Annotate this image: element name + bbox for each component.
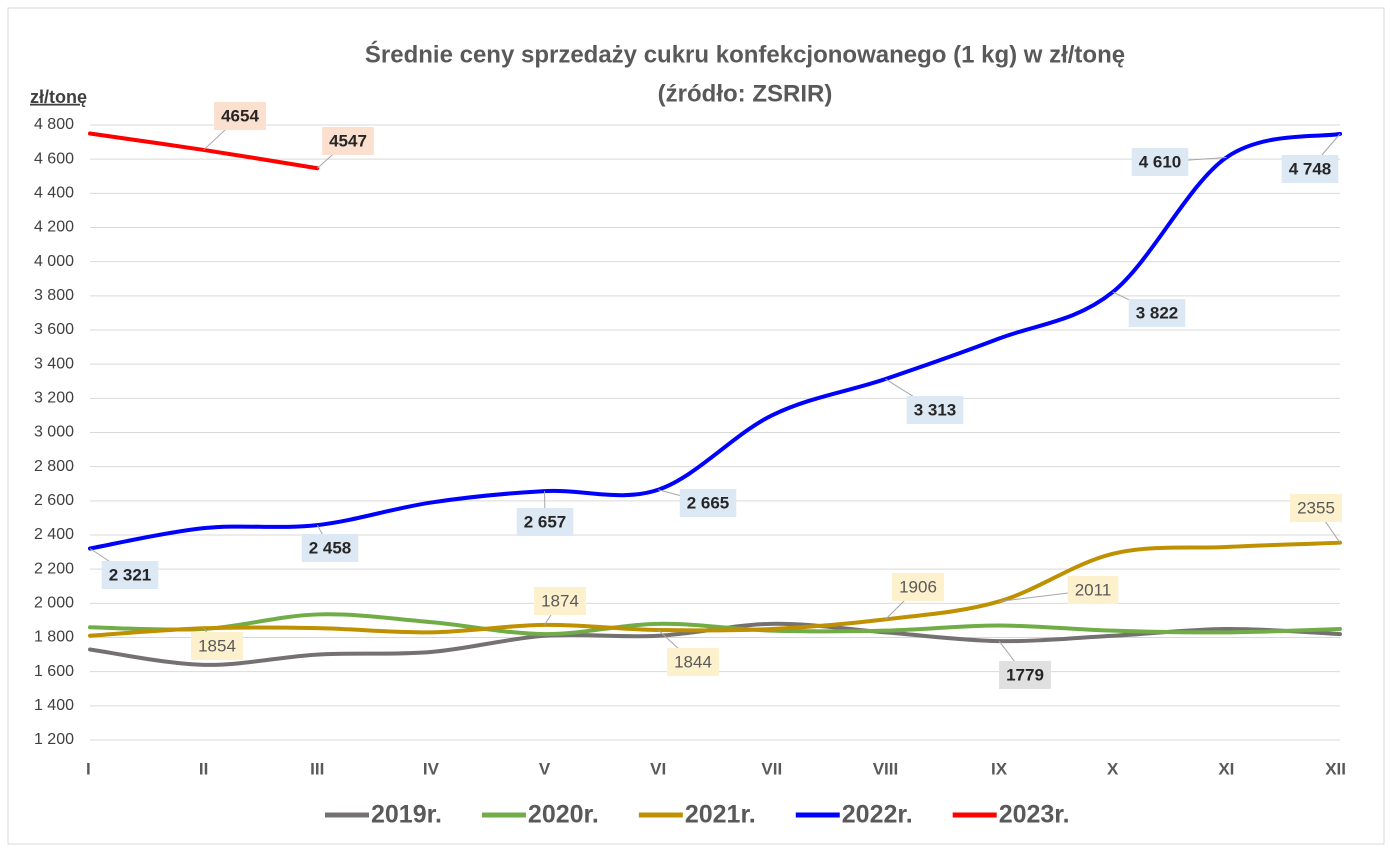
frame [7,7,1385,845]
x-tick-label: IX [991,759,1008,778]
data-label-box [1067,576,1119,604]
series-line [88,540,1342,638]
data-label: 4654 [221,106,259,125]
y-tick-label: 1 200 [34,731,74,748]
data-label-box [679,489,737,517]
data-label: 1906 [899,577,937,596]
data-label-box [1131,148,1189,176]
x-tick-label: I [86,759,91,778]
data-label: 4 748 [1289,159,1332,178]
data-label: 4547 [329,131,367,150]
chart-subtitle: (źródło: ZSRIR) [658,80,833,107]
x-tick-label: III [310,759,324,778]
data-label: 1844 [674,652,712,671]
data-label-box [301,534,359,562]
data-label-box [892,573,944,601]
data-label: 2011 [1075,580,1112,599]
y-tick-label: 2 800 [34,458,74,475]
data-label-box [214,102,266,130]
data-label: 2 665 [687,493,730,512]
data-label-box [906,396,964,424]
legend-label: 2019r. [371,801,442,829]
data-label-box [1290,494,1342,522]
data-label-box [101,561,159,589]
y-tick-label: 2 200 [34,560,74,577]
y-tick-label: 2 400 [34,526,74,543]
series-line [88,131,320,171]
y-tick-label: 1 600 [34,663,74,680]
data-label: 2355 [1297,498,1335,517]
y-tick-label: 4 600 [34,150,74,167]
x-tick-label: X [1107,759,1119,778]
data-label: 2 458 [309,538,352,557]
x-tick-label: VIII [873,759,899,778]
legend-label: 2022r. [842,801,913,829]
x-tick-label: V [539,759,551,778]
chart-title: Średnie ceny sprzedaży cukru konfekcjono… [365,40,1125,68]
data-label-box [667,648,719,676]
data-label-box [999,661,1051,689]
series-line [88,131,1342,551]
legend-label: 2021r. [685,801,756,829]
x-tick-label: XII [1325,759,1346,778]
y-tick-label: 2 600 [34,492,74,509]
x-tick-label: II [199,759,208,778]
data-label: 1874 [541,591,579,610]
y-tick-label: 4 200 [34,219,74,236]
y-tick-label: 4 800 [34,116,74,133]
data-label-box [322,127,374,155]
data-label: 2 321 [109,565,152,584]
series-line [88,612,1342,637]
data-label: 1779 [1006,665,1044,684]
y-tick-label: 4 400 [34,185,74,202]
data-label: 2 657 [524,512,567,531]
y-tick-label: 1 400 [34,697,74,714]
data-label-box [1281,155,1339,183]
y-tick-label: 1 800 [34,629,74,646]
data-label-box [534,587,586,615]
data-label: 4 610 [1139,152,1182,171]
y-axis-label: zł/tonę [30,87,87,107]
x-tick-label: VI [650,759,666,778]
y-tick-label: 3 200 [34,390,74,407]
y-tick-label: 2 000 [34,595,74,612]
data-label-box [516,508,574,536]
legend-label: 2023r. [999,801,1070,829]
x-tick-label: IV [423,759,440,778]
legend-label: 2020r. [528,801,599,829]
data-label: 3 313 [914,400,957,419]
data-label-box [1128,299,1186,327]
y-tick-label: 4 000 [34,253,74,270]
y-tick-label: 3 400 [34,355,74,372]
data-label-box [191,632,243,660]
x-tick-label: VII [761,759,782,778]
data-label: 1854 [198,636,236,655]
y-tick-label: 3 000 [34,424,74,441]
y-tick-label: 3 800 [34,287,74,304]
y-tick-label: 3 600 [34,321,74,338]
x-tick-label: XI [1218,759,1234,778]
data-label: 3 822 [1136,303,1179,322]
